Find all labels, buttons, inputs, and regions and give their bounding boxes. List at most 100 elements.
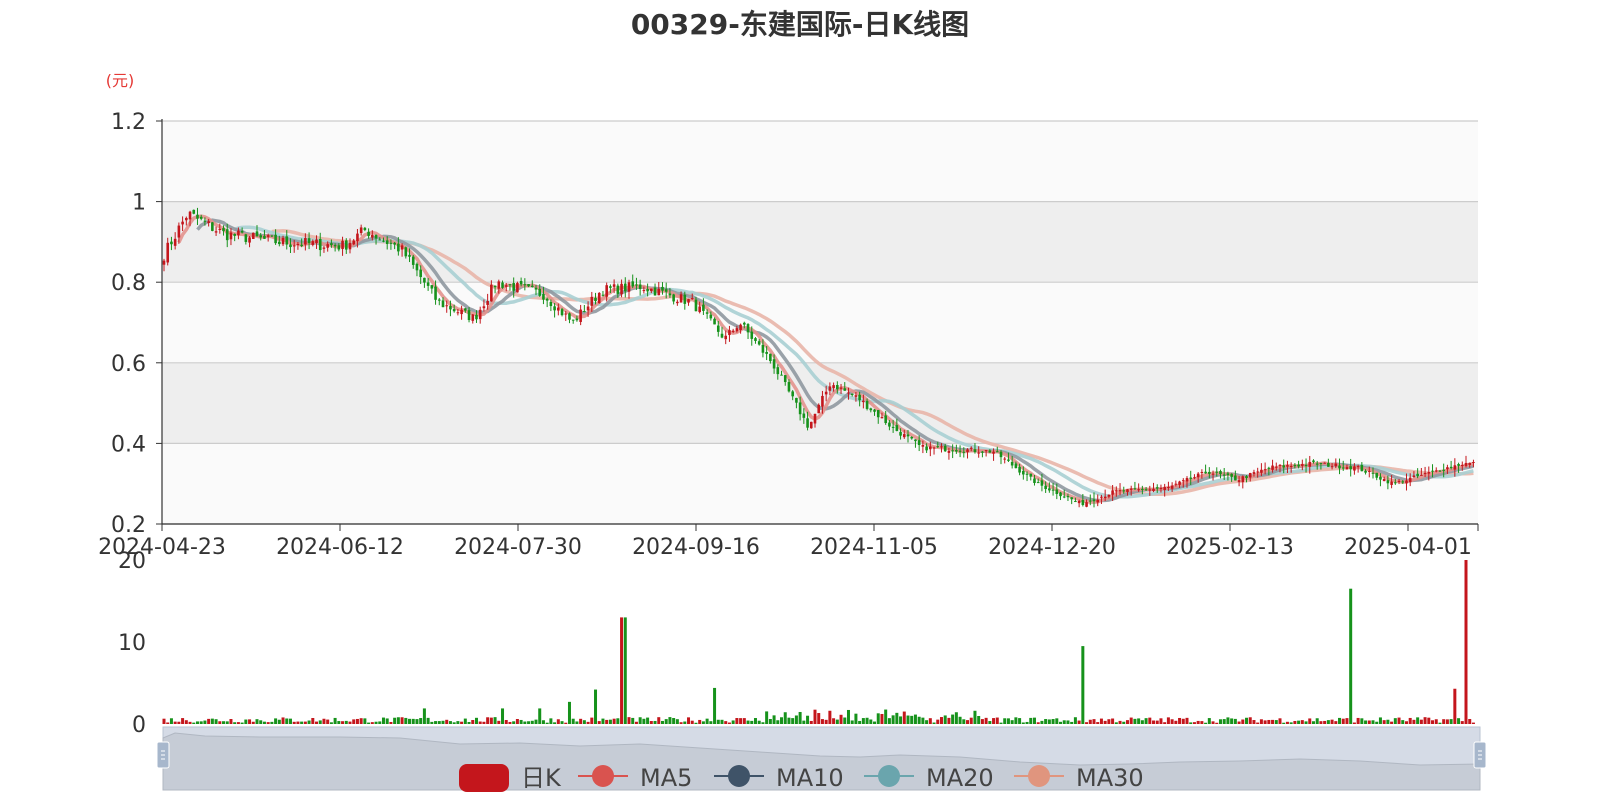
volume-bar	[1278, 718, 1282, 724]
candle	[1152, 482, 1155, 493]
candle	[359, 224, 363, 236]
legend-item-ma5[interactable]: MA5	[578, 764, 692, 792]
volume-bar	[1263, 720, 1267, 724]
volume-bar	[281, 717, 285, 724]
datazoom-handle-right[interactable]	[1473, 741, 1487, 769]
volume-bar	[1457, 718, 1461, 724]
volume-bar	[519, 719, 523, 724]
legend-item-ma10[interactable]: MA10	[714, 764, 844, 792]
candle	[1345, 464, 1349, 470]
legend-item-ma30[interactable]: MA30	[1014, 764, 1144, 792]
volume-bar	[1438, 722, 1442, 724]
candle	[344, 238, 348, 254]
datazoom-slider[interactable]	[156, 726, 1487, 791]
candle	[490, 280, 493, 302]
ma30-legend-icon	[1028, 765, 1050, 787]
candle	[1170, 482, 1174, 493]
candle	[1144, 487, 1148, 491]
candle	[746, 323, 750, 340]
candle	[702, 298, 705, 315]
candle	[988, 449, 992, 453]
candle	[1364, 469, 1367, 475]
ma10-line	[196, 218, 1474, 503]
volume-bar	[820, 719, 824, 724]
candle	[330, 239, 333, 248]
candle	[750, 326, 754, 346]
volume-bar	[1311, 721, 1315, 724]
volume-bar	[1393, 718, 1397, 724]
volume-bar	[999, 722, 1003, 724]
volume-bar	[936, 719, 940, 724]
volume-bar	[1010, 720, 1014, 724]
candle	[1033, 475, 1036, 486]
candle	[583, 305, 586, 313]
volume-bar	[582, 720, 586, 724]
price-y-tick-label: 1.2	[111, 110, 146, 135]
volume-bar	[1174, 720, 1178, 724]
x-tick-label: 2025-04-01	[1344, 535, 1472, 560]
volume-bar	[1248, 717, 1252, 724]
candle	[1129, 485, 1133, 496]
candle	[1274, 462, 1278, 471]
volume-bar	[374, 721, 378, 724]
volume-bar	[400, 717, 404, 724]
candle	[850, 393, 854, 397]
volume-bar	[638, 717, 642, 724]
datazoom-handle-left[interactable]	[156, 741, 170, 769]
legend-item-daily-k[interactable]: 日K	[459, 764, 562, 792]
candle	[162, 258, 166, 272]
candle	[612, 279, 616, 294]
candle	[214, 226, 218, 236]
candle	[943, 443, 947, 452]
legend-item-ma20[interactable]: MA20	[864, 764, 994, 792]
volume-bar	[861, 718, 865, 724]
volume-bar	[352, 719, 356, 724]
volume-bar	[928, 718, 932, 724]
volume-bar	[296, 721, 300, 724]
volume-bar	[300, 721, 304, 724]
candle	[467, 307, 471, 323]
candle	[787, 379, 791, 393]
candle	[1226, 471, 1230, 481]
volume-bar	[902, 711, 906, 724]
volume-bar	[1319, 721, 1323, 724]
volume-bar	[1431, 720, 1435, 724]
volume-bar	[244, 719, 248, 724]
volume-bar	[709, 721, 713, 724]
candle	[1416, 468, 1419, 479]
candle	[285, 230, 289, 250]
candle	[579, 304, 582, 326]
candle	[1341, 460, 1345, 471]
candle	[899, 428, 902, 440]
volume-bar	[824, 719, 828, 724]
candle	[981, 450, 984, 458]
volume-bar	[1148, 717, 1152, 724]
candle	[564, 311, 568, 321]
volume-bar	[1364, 720, 1368, 724]
volume-bar	[478, 721, 482, 724]
volume-bar	[1308, 718, 1312, 724]
volume-bar	[512, 721, 516, 724]
volume-bar	[1427, 717, 1431, 724]
volume-bar	[184, 720, 188, 724]
volume-bar	[497, 720, 501, 724]
candle	[385, 236, 389, 250]
candle	[337, 243, 341, 252]
candle	[940, 443, 943, 453]
candle	[1286, 460, 1289, 474]
volume-bar	[1341, 718, 1345, 724]
volume-bar	[757, 720, 761, 724]
volume-bar	[1070, 721, 1074, 724]
volume-bar	[370, 722, 374, 724]
candle	[1453, 458, 1457, 477]
volume-bar	[1189, 722, 1193, 724]
candle	[798, 396, 802, 421]
candle	[1025, 471, 1029, 482]
candle	[1327, 458, 1330, 467]
candle	[255, 225, 259, 237]
volume-bar	[1460, 721, 1464, 724]
volume-bar	[504, 720, 508, 724]
candle	[1468, 462, 1472, 468]
candle	[497, 279, 501, 294]
candle	[929, 441, 932, 457]
